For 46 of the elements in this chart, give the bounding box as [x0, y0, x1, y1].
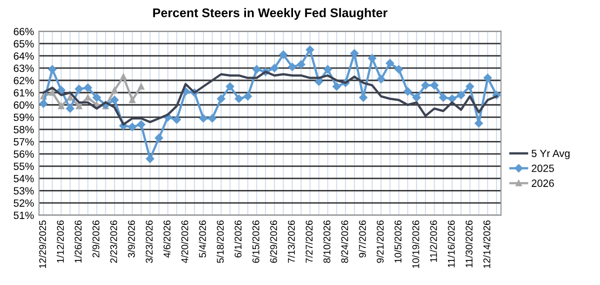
y-tick-label: 54%: [14, 174, 34, 182]
y-tick-label: 57%: [14, 138, 34, 146]
y-tick-label: 55%: [14, 162, 34, 170]
x-tick-label: 3/23/2026: [146, 220, 153, 263]
y-tick-label: 56%: [14, 150, 34, 158]
y-tick-label: 61%: [14, 89, 34, 96]
y-tick-label: 65%: [14, 40, 34, 48]
y-tick-label: 59%: [14, 114, 34, 122]
x-tick-label: 7/27/2026: [305, 220, 313, 263]
x-tick-label: 2/23/2026: [110, 220, 118, 263]
x-tick-label: 5/4/2026: [198, 220, 206, 258]
x-tick-label: 11/2/2026: [430, 220, 437, 262]
y-tick-label: 58%: [14, 126, 34, 134]
x-tick-label: 10/19/2026: [412, 220, 420, 268]
x-tick-label: 6/15/2026: [252, 220, 260, 263]
x-tick-label: 4/20/2026: [181, 220, 188, 264]
y-tick-label: 64%: [14, 52, 34, 60]
x-tick-label: 8/24/2026: [340, 220, 348, 263]
legend-label: 5 Yr Avg: [532, 150, 570, 160]
y-tick-label: 63%: [14, 64, 34, 72]
legend-label: 2026: [532, 180, 554, 187]
x-tick-label: 10/5/2026: [394, 220, 402, 263]
chart-title: Percent Steers in Weekly Fed Slaughter: [153, 8, 388, 20]
x-tick-label: 12/29/2025: [38, 220, 46, 268]
x-tick-label: 8/10/2026: [323, 220, 330, 263]
y-tick-label: 60%: [14, 101, 34, 109]
x-tick-label: 6/29/2026: [270, 220, 278, 263]
x-tick-label: 6/1/2026: [234, 220, 242, 258]
y-tick-label: 52%: [14, 199, 34, 207]
legend-label: 2025: [532, 164, 554, 172]
y-tick-label: 62%: [14, 76, 34, 84]
x-tick-label: 7/13/2026: [288, 220, 295, 263]
x-tick-label: 11/16/2026: [448, 220, 455, 268]
y-tick-label: 51%: [14, 212, 34, 220]
x-tick-label: 9/21/2026: [376, 220, 384, 263]
x-tick-label: 1/26/2026: [74, 220, 82, 263]
y-tick-label: 53%: [14, 187, 34, 195]
x-tick-label: 1/12/2026: [56, 220, 64, 263]
x-tick-label: 4/6/2026: [163, 220, 170, 258]
x-tick-label: 12/14/2026: [483, 220, 490, 268]
x-tick-label: 3/9/2026: [128, 220, 135, 258]
y-tick-label: 66%: [14, 28, 34, 36]
x-tick-label: 11/30/2026: [465, 220, 473, 268]
x-tick-label: 5/18/2026: [216, 220, 224, 263]
x-tick-label: 9/7/2026: [358, 220, 366, 258]
x-tick-label: 2/9/2026: [92, 220, 100, 258]
